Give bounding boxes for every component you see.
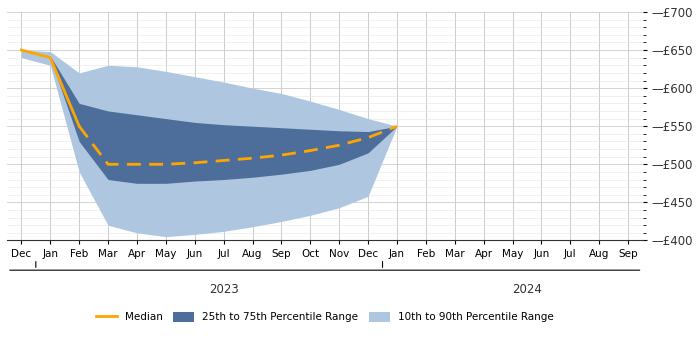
Legend: Median, 25th to 75th Percentile Range, 10th to 90th Percentile Range: Median, 25th to 75th Percentile Range, 1… [92, 308, 558, 327]
Text: 2024: 2024 [512, 283, 542, 296]
Text: 2023: 2023 [209, 283, 239, 296]
